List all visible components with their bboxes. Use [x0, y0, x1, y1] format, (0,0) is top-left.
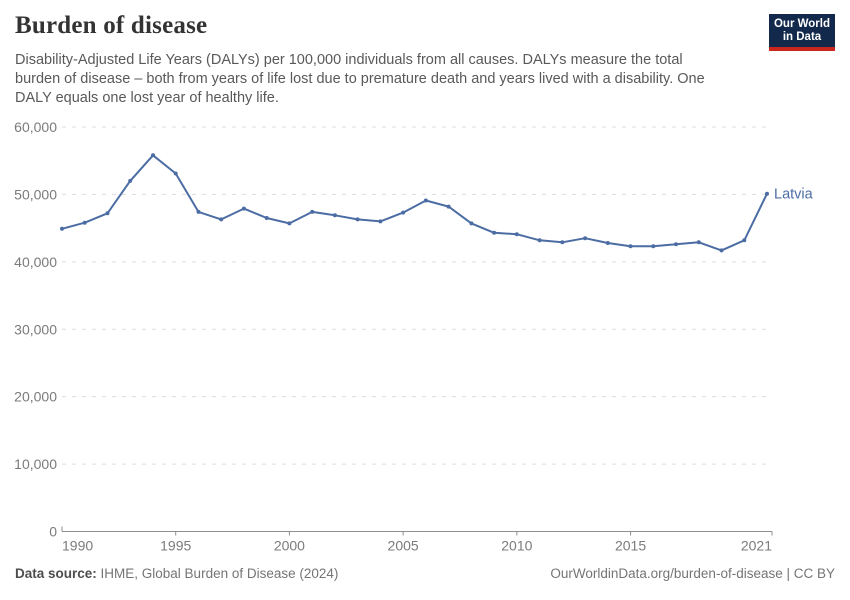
data-point-marker	[628, 244, 633, 249]
y-axis-label: 10,000	[14, 456, 57, 472]
data-point-marker	[219, 217, 224, 222]
chart-subtitle: Disability-Adjusted Life Years (DALYs) p…	[15, 51, 755, 108]
y-axis-label: 50,000	[14, 186, 57, 202]
line-chart-svg: 0 10,000 20,000 30,000 40,000 50,000 60,000 199…	[14, 119, 814, 554]
data-point-marker	[151, 153, 155, 158]
y-axis-label: 60,000	[14, 119, 57, 135]
data-point-marker	[446, 204, 451, 209]
y-axis-label: 0	[49, 524, 57, 540]
chart-subtitle-line: burden of disease – both from years of l…	[15, 71, 705, 87]
page-title: Burden of disease	[15, 12, 208, 39]
data-point-marker	[173, 171, 178, 176]
x-axis-label: 1990	[62, 538, 93, 554]
data-point-marker	[241, 206, 246, 211]
line-chart-area[interactable]: 0 10,000 20,000 30,000 40,000 50,000 60,000 199…	[0, 113, 850, 568]
chart-subtitle-line: DALY equals one lost year of healthy lif…	[15, 90, 279, 106]
data-point-marker	[332, 213, 337, 218]
data-point-marker	[401, 210, 406, 215]
data-point-marker	[492, 230, 497, 235]
owid-logo-line1: Our World	[773, 18, 830, 30]
data-point-marker	[651, 244, 656, 249]
owid-logo[interactable]: Our World in Data	[769, 14, 835, 51]
data-point-marker	[765, 191, 769, 196]
chart-line-latvia[interactable]	[61, 154, 768, 252]
data-point-marker	[423, 198, 428, 203]
x-axis-label: 1995	[160, 538, 191, 554]
data-point-marker	[105, 211, 110, 216]
y-axis-label: 40,000	[14, 254, 57, 270]
x-axis-label: 2000	[274, 538, 305, 554]
data-source-label: Data source:	[15, 566, 97, 581]
data-point-marker	[355, 217, 360, 222]
x-axis-label: 2015	[615, 538, 646, 554]
owid-logo-line2: in Data	[782, 31, 822, 43]
data-point-marker	[583, 236, 588, 241]
x-axis-label: 2010	[501, 538, 532, 554]
x-axis-label: 2005	[388, 538, 419, 554]
data-source-text: IHME, Global Burden of Disease (2024)	[96, 566, 339, 581]
credit-link[interactable]: OurWorldinData.org/burden-of-disease | C…	[550, 566, 835, 581]
data-point-marker	[287, 221, 292, 226]
data-point-marker	[742, 238, 747, 243]
data-point-marker	[310, 209, 315, 214]
data-point-marker	[674, 242, 678, 247]
y-axis-label: 30,000	[14, 321, 57, 337]
x-axis-label: 2021	[741, 538, 772, 554]
data-source-note: Data source: IHME, Global Burden of Dise…	[15, 566, 338, 581]
data-point-marker	[469, 221, 474, 226]
data-point-marker	[514, 232, 519, 237]
data-point-marker	[264, 216, 269, 220]
data-point-marker	[605, 241, 610, 245]
data-point-marker	[196, 209, 201, 214]
chart-subtitle-line: Disability-Adjusted Life Years (DALYs) p…	[15, 52, 683, 68]
data-point-marker	[537, 238, 542, 243]
series-label-latvia[interactable]: Latvia	[774, 187, 814, 203]
data-point-marker	[560, 240, 565, 245]
data-point-marker	[82, 220, 87, 225]
data-point-marker	[60, 226, 64, 231]
data-point-marker	[719, 248, 724, 253]
y-axis-label: 20,000	[14, 389, 57, 405]
data-point-marker	[378, 219, 383, 224]
chart-footer: Data source: IHME, Global Burden of Dise…	[15, 566, 835, 581]
data-point-marker	[696, 240, 701, 245]
data-point-marker	[128, 178, 133, 183]
